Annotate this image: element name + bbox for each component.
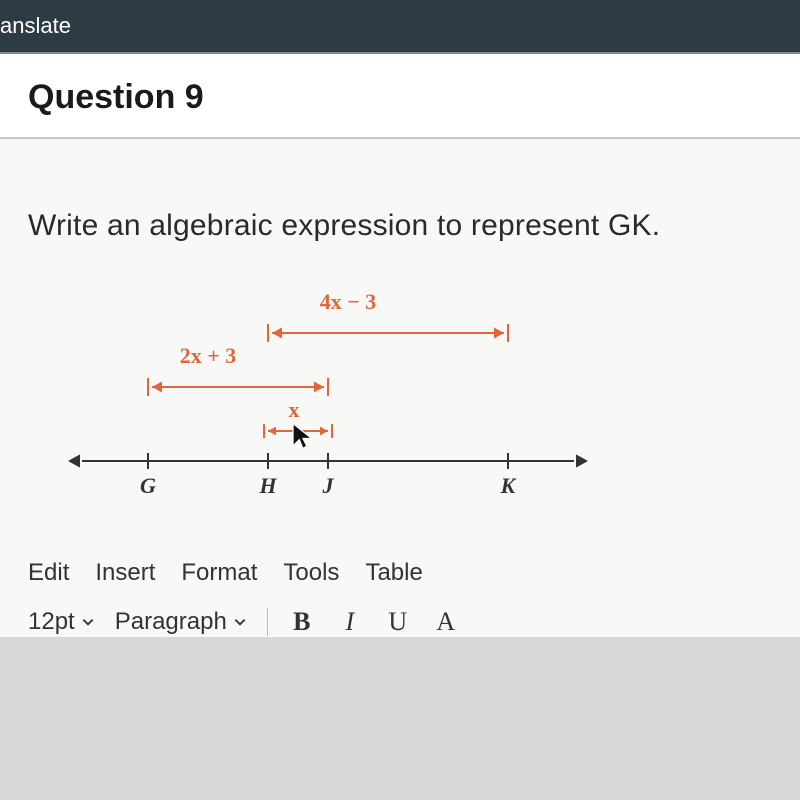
menu-edit[interactable]: Edit <box>28 559 69 587</box>
mouse-cursor-icon <box>290 421 316 451</box>
svg-text:x: x <box>289 397 300 422</box>
chevron-down-icon <box>233 615 247 629</box>
svg-text:J: J <box>322 473 335 498</box>
editor-menubar: Edit Insert Format Tools Table <box>0 541 800 595</box>
editor-toolbar: 12pt Paragraph B I U A <box>0 595 800 637</box>
underline-button[interactable]: U <box>384 607 412 637</box>
menu-table[interactable]: Table <box>365 559 422 587</box>
menu-format[interactable]: Format <box>181 559 257 587</box>
paragraph-value: Paragraph <box>115 608 227 636</box>
menu-tools[interactable]: Tools <box>283 559 339 587</box>
svg-text:K: K <box>500 473 517 498</box>
fontsize-select[interactable]: 12pt <box>28 608 95 636</box>
question-prompt: Write an algebraic expression to represe… <box>28 209 772 243</box>
content-frame: Question 9 Write an algebraic expression… <box>0 52 800 637</box>
question-title: Question 9 <box>28 78 772 117</box>
fontsize-value: 12pt <box>28 608 75 636</box>
question-body: Write an algebraic expression to represe… <box>0 139 800 541</box>
toolbar-divider <box>267 608 268 636</box>
browser-topbar: anslate <box>0 0 800 52</box>
figure-svg: G H J K 4x − 3 2x + 3 x <box>68 291 588 511</box>
question-header: Question 9 <box>0 54 800 139</box>
menu-insert[interactable]: Insert <box>95 559 155 587</box>
svg-text:4x − 3: 4x − 3 <box>320 291 377 314</box>
svg-text:2x + 3: 2x + 3 <box>180 343 237 368</box>
translate-label: anslate <box>0 13 71 39</box>
italic-button[interactable]: I <box>336 607 364 637</box>
svg-text:H: H <box>258 473 277 498</box>
segment-figure: G H J K 4x − 3 2x + 3 x <box>68 291 588 511</box>
chevron-down-icon <box>81 615 95 629</box>
paragraph-select[interactable]: Paragraph <box>115 608 247 636</box>
bold-button[interactable]: B <box>288 607 316 637</box>
textcolor-button[interactable]: A <box>432 607 460 637</box>
svg-text:G: G <box>140 473 156 498</box>
